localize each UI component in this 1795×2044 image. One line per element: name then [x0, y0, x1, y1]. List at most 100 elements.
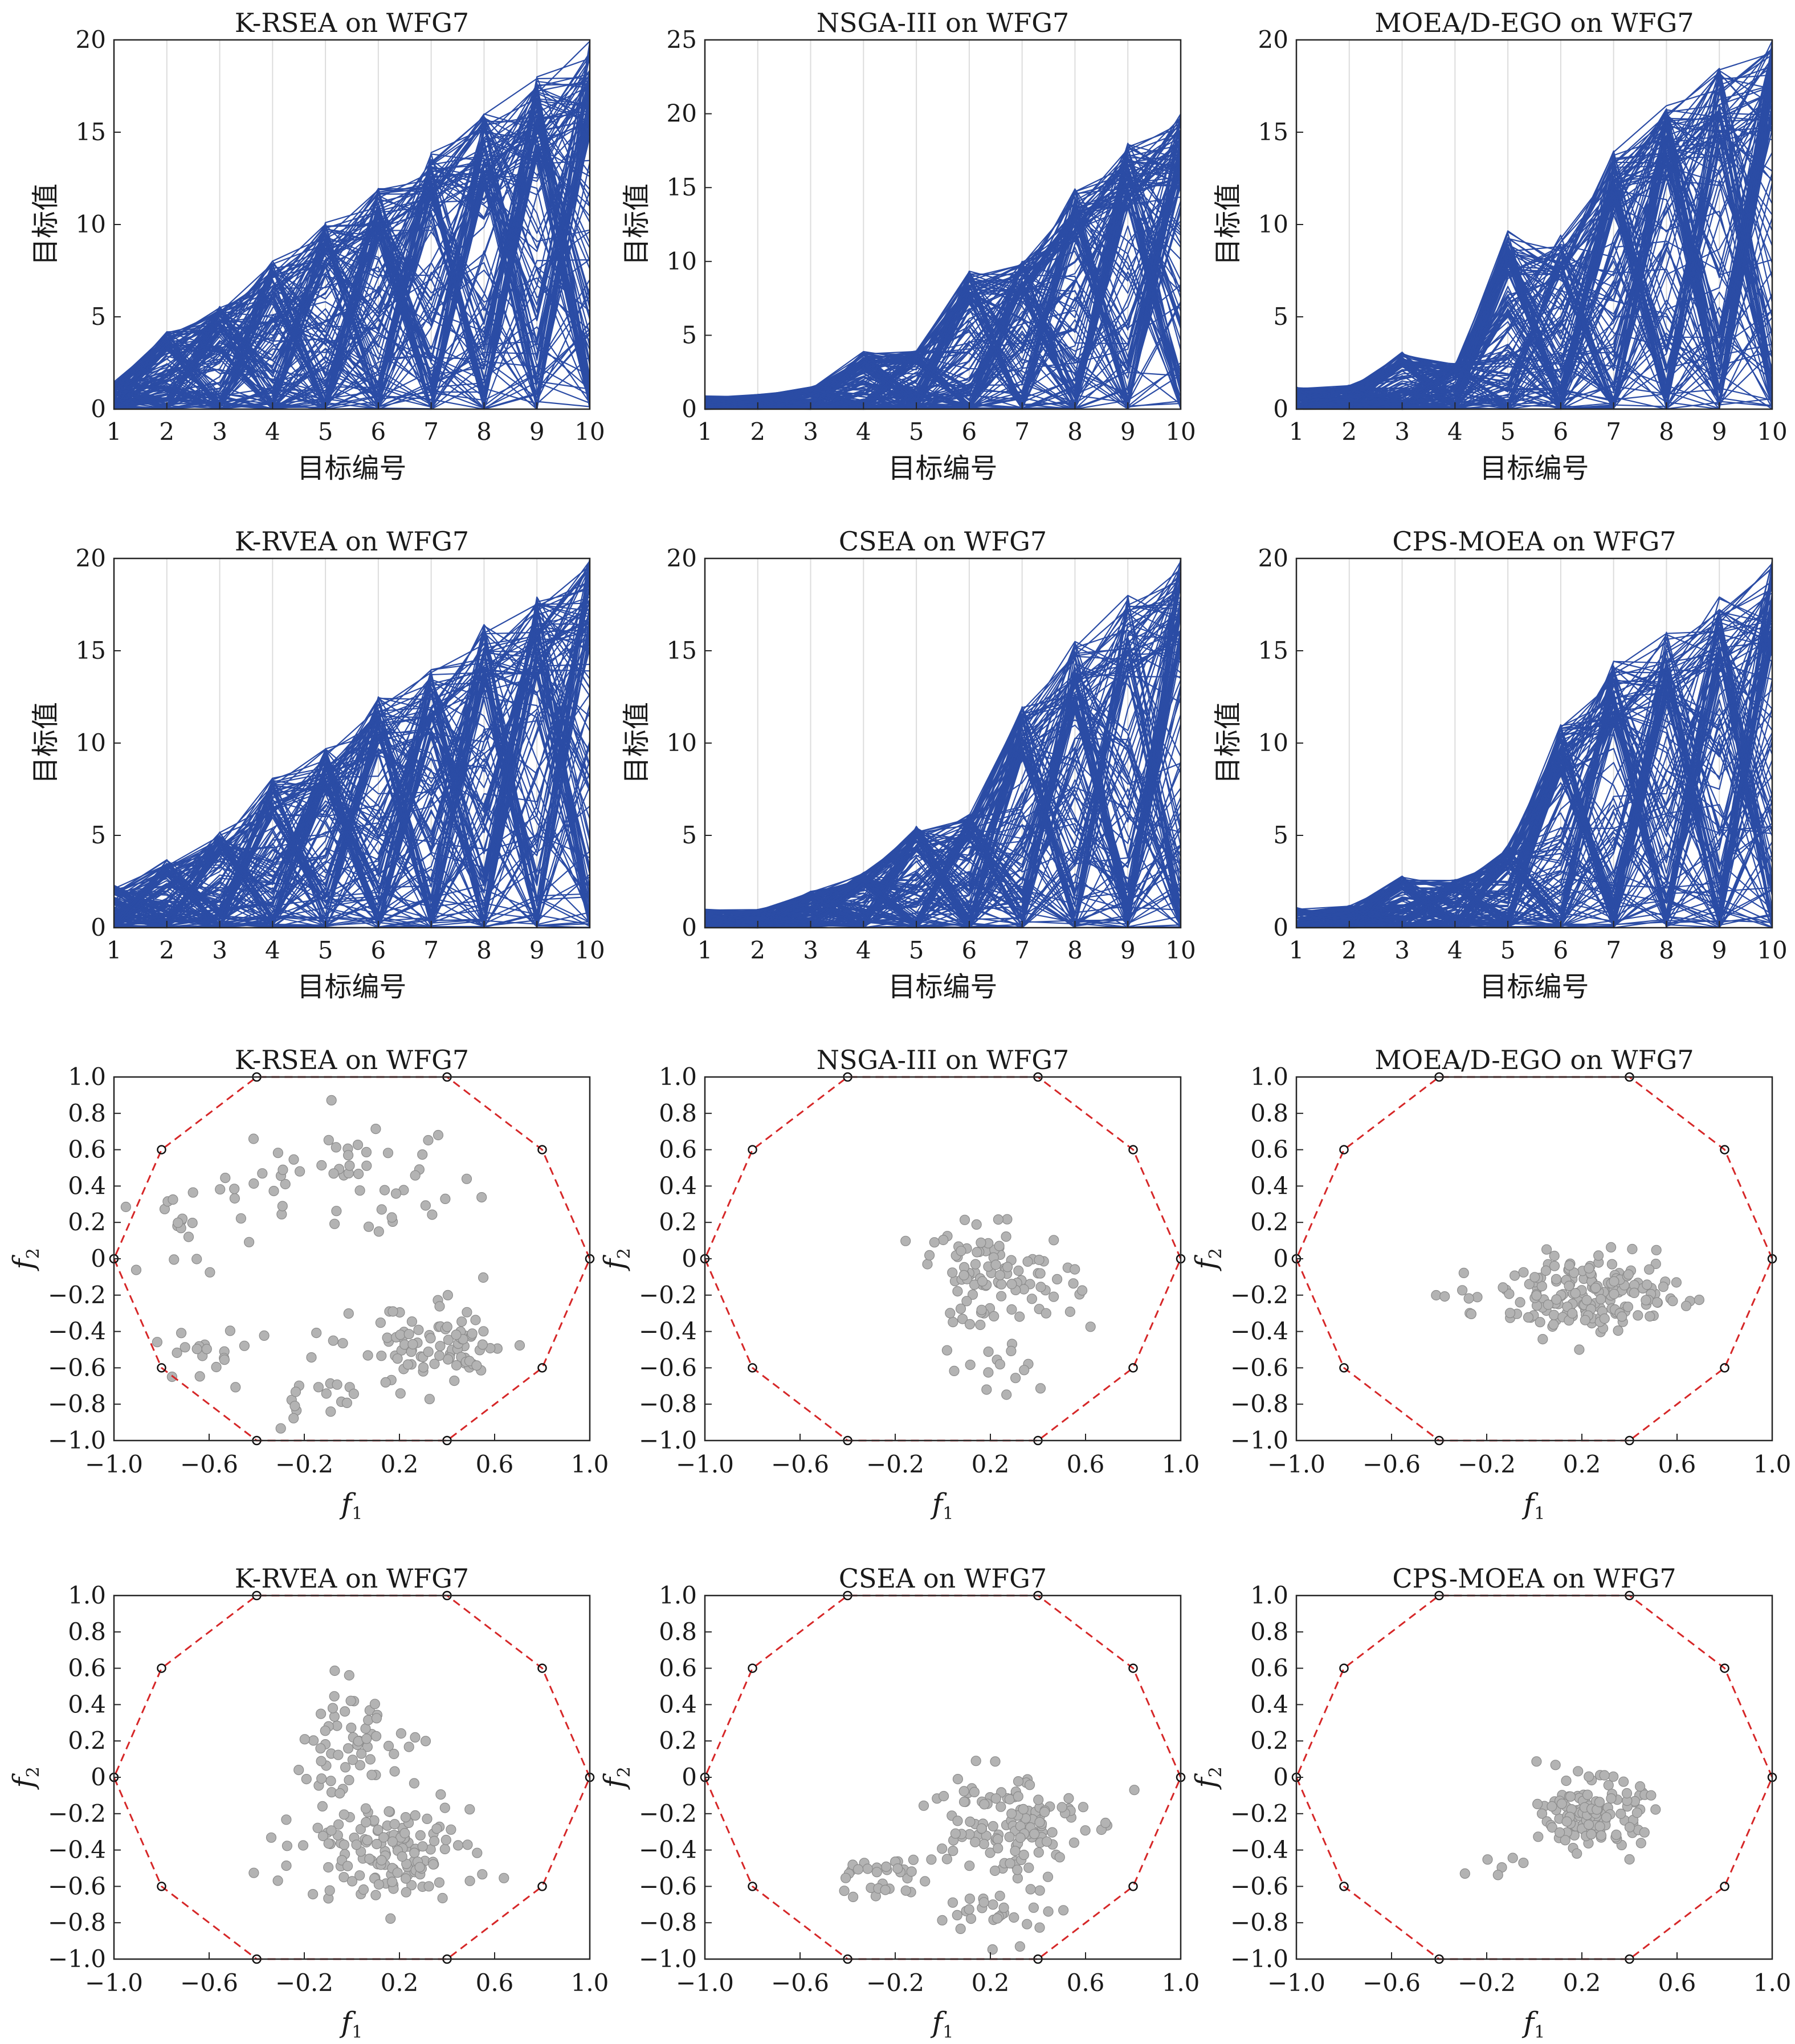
x-tick-label: 9 — [529, 418, 545, 446]
series-line — [113, 186, 590, 407]
scatter-point — [434, 1351, 445, 1361]
scatter-point — [908, 1854, 919, 1865]
scatter-point — [1622, 1302, 1634, 1312]
scatter-point — [996, 1801, 1006, 1812]
scatter-point — [152, 1337, 162, 1348]
scatter-point — [1609, 1288, 1619, 1299]
y-tick-label: −0.4 — [1230, 1317, 1288, 1345]
scatter-point — [191, 1344, 202, 1354]
x-tick-label: 5 — [909, 936, 924, 964]
scatter-point — [1064, 1306, 1076, 1317]
y-tick-label: 1.0 — [1250, 1063, 1288, 1091]
scatter-point — [435, 1341, 446, 1352]
scatter-panel-9: −1.0 −0.6 −0.2 0.2 0.6 1.0 −1.0 −0.8 −0.6 −0.4 −0.… — [7, 1563, 609, 2042]
scatter-point — [306, 1352, 317, 1363]
scatter-point — [1035, 1383, 1046, 1394]
scatter-point — [344, 1670, 354, 1681]
scatter-point — [965, 1914, 977, 1924]
scatter-point — [1536, 1281, 1547, 1292]
panel-title: CPS-MOEA on WFG7 — [1392, 526, 1676, 557]
scatter-point — [211, 1361, 222, 1373]
scatter-point — [1667, 1296, 1678, 1307]
scatter-point — [272, 1148, 283, 1158]
x-tick-label: 2 — [1341, 418, 1357, 446]
scatter-point — [382, 1148, 394, 1158]
scatter-point — [1594, 1797, 1605, 1808]
scatter-point — [1041, 1308, 1051, 1319]
y-tick-label: 0 — [682, 1763, 697, 1791]
scatter-point — [384, 1806, 394, 1817]
scatter-point — [423, 1135, 434, 1146]
scatter-points — [839, 1756, 1140, 1955]
x-axis-label: f1 — [339, 1487, 363, 1524]
x-tick-label: 2 — [159, 936, 174, 964]
scatter-point — [1624, 1854, 1635, 1865]
scatter-point — [1584, 1771, 1594, 1782]
scatter-point — [922, 1259, 933, 1270]
scatter-point — [418, 1362, 429, 1373]
y-tick-label: −0.2 — [1230, 1800, 1288, 1827]
y-tick-label: −0.4 — [48, 1317, 106, 1345]
scatter-point — [389, 1748, 399, 1760]
series-line — [1296, 634, 1773, 929]
y-tick-label: 20 — [667, 100, 697, 128]
polygon-vertex — [1128, 1663, 1138, 1673]
y-axis-label: 目标值 — [621, 702, 652, 784]
pareto-polygon — [113, 1594, 591, 1960]
series-line — [704, 632, 1182, 928]
scatter-point — [1551, 1274, 1562, 1284]
y-tick-label: 1.0 — [659, 1581, 697, 1609]
scatter-point — [1504, 1308, 1516, 1319]
series-line — [1296, 645, 1773, 928]
y-tick-label: 0.8 — [1250, 1618, 1288, 1646]
series-line — [113, 586, 591, 928]
y-tick-label: −0.4 — [639, 1317, 697, 1345]
scatter-point — [362, 1835, 373, 1846]
series-line — [113, 154, 591, 409]
scatter-point — [478, 1326, 489, 1337]
scatter-point — [1596, 1294, 1606, 1304]
scatter-point — [376, 1204, 387, 1215]
series-line — [1296, 101, 1773, 410]
scatter-point — [461, 1173, 472, 1184]
scatter-point — [1039, 1806, 1050, 1817]
series-line — [1296, 113, 1773, 401]
x-axis-label-subscript: 1 — [1534, 2022, 1545, 2042]
scatter-point — [344, 1774, 354, 1785]
scatter-point — [440, 1193, 451, 1204]
scatter-point — [323, 1135, 334, 1145]
scatter-point — [947, 1897, 958, 1908]
polygon-vertex — [537, 1145, 547, 1154]
scatter-point — [499, 1872, 509, 1883]
scatter-point — [1001, 1389, 1012, 1400]
scatter-point — [386, 1212, 397, 1223]
panel-title: MOEA/D-EGO on WFG7 — [1374, 1045, 1694, 1075]
scatter-point — [342, 1861, 353, 1871]
scatter-point — [389, 1766, 400, 1777]
y-tick-label: 20 — [76, 26, 106, 54]
scatter-point — [957, 1313, 968, 1324]
polygon-vertex — [1720, 1145, 1729, 1154]
scatter-point — [1472, 1292, 1483, 1303]
y-tick-label: 0 — [91, 1245, 106, 1272]
series-line — [704, 152, 1182, 409]
series-line — [1296, 78, 1773, 409]
x-axis-label-subscript: 1 — [1534, 1504, 1545, 1524]
x-axis-label: f1 — [930, 1487, 954, 1524]
y-tick-label: −0.4 — [48, 1836, 106, 1864]
scatter-point — [1651, 1297, 1663, 1308]
scatter-point — [1515, 1297, 1525, 1308]
scatter-point — [1054, 1852, 1065, 1863]
y-tick-label: 0.4 — [1250, 1172, 1288, 1200]
series-line — [113, 565, 590, 928]
scatter-point — [409, 1847, 420, 1858]
scatter-point — [952, 1774, 964, 1785]
polygon-vertex — [157, 1145, 166, 1154]
x-tick-label: −0.2 — [866, 1450, 924, 1478]
scatter-point — [1014, 1941, 1026, 1952]
scatter-point — [1561, 1816, 1572, 1827]
y-tick-label: 5 — [1273, 821, 1288, 849]
scatter-point — [955, 1303, 966, 1314]
series-line — [113, 85, 590, 410]
series-line — [113, 612, 590, 927]
